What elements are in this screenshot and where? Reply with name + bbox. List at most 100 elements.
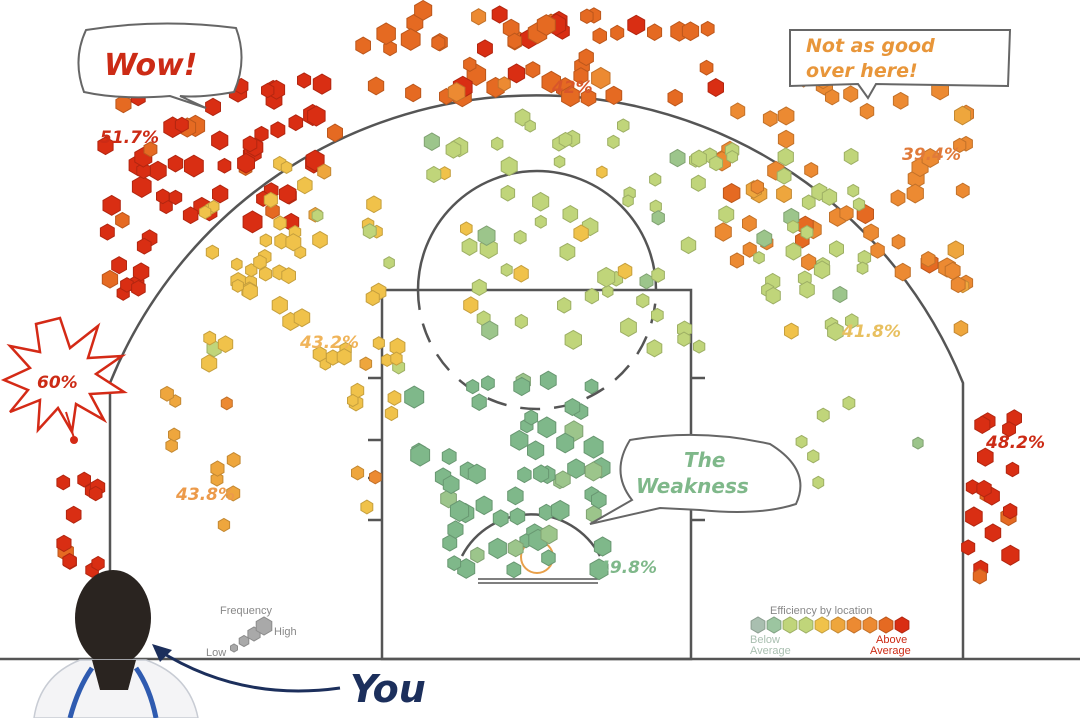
shot-hexagon-restricted-area <box>442 474 460 495</box>
shot-hexagon-left-wing-three <box>237 152 255 174</box>
shot-hexagon-left-baseline-midrange <box>226 452 241 468</box>
shot-hexagon-top-of-key-three <box>592 27 607 45</box>
shot-hexagon-restricted-area <box>467 463 486 485</box>
shot-hexagon-restricted-area <box>583 435 604 459</box>
shot-hexagon-left-baseline-midrange <box>160 385 174 402</box>
shot-hexagon-left-wing-three <box>312 73 332 95</box>
shot-hexagon-right-wing-three <box>843 85 859 103</box>
shot-hexagon-left-wing-three <box>131 175 152 198</box>
shot-hexagon-left-baseline-midrange <box>165 438 178 453</box>
shot-hexagon-right-midrange <box>816 407 830 423</box>
shot-hexagon-right-midrange <box>832 285 848 304</box>
shot-hexagon-left-wing-three <box>174 116 189 133</box>
shot-hexagon-right-midrange <box>795 434 808 449</box>
shot-hexagon-restricted-area <box>539 370 557 391</box>
shot-hexagon-right-wing-three <box>722 183 741 204</box>
shot-hexagon-right-midrange <box>445 140 462 159</box>
shot-hexagon-right-midrange <box>460 221 473 236</box>
shot-hexagon-restricted-area <box>513 376 531 397</box>
shot-hexagon-restricted-area <box>470 546 485 564</box>
shot-hexagon-left-midrange <box>297 176 313 195</box>
shot-hexagon-right-midrange <box>776 167 792 185</box>
shot-hexagon-left-baseline-midrange <box>220 396 233 411</box>
shot-hexagon-right-wing-three <box>890 189 906 207</box>
shot-hexagon-top-of-key-three <box>578 48 594 67</box>
efficiency-legend-title: Efficiency by location <box>770 605 873 617</box>
shot-hexagon-right-midrange <box>669 148 686 168</box>
shot-hexagon-top-of-key-three <box>707 78 724 97</box>
shot-hexagon-right-midrange <box>562 205 579 224</box>
shot-hexagon-right-midrange <box>471 278 487 296</box>
shot-hexagon-right-corner <box>977 447 994 467</box>
shot-hexagon-left-wing-three <box>167 154 184 173</box>
shot-hexagon-top-of-key-three <box>497 76 511 92</box>
efficiency-legend-hexagon <box>766 616 782 634</box>
shot-hexagon-right-midrange <box>596 165 608 179</box>
shot-hexagon-right-midrange <box>765 286 781 305</box>
shot-hexagon-right-midrange <box>829 240 844 258</box>
shot-hexagon-left-baseline-midrange <box>360 499 374 515</box>
shot-hexagon-left-midrange <box>217 335 234 353</box>
shot-hexagon-restricted-area <box>507 539 524 558</box>
shot-hexagon-left-midrange <box>383 256 395 270</box>
shot-hexagon-restricted-area <box>584 378 599 395</box>
shot-hexagon-restricted-area <box>410 443 431 467</box>
shot-hexagon-right-midrange <box>573 224 589 243</box>
efficiency-legend-hexagon <box>798 616 814 634</box>
shot-hexagon-right-midrange <box>558 131 573 148</box>
zone-label-left-corner: 60% <box>37 373 78 393</box>
shot-hexagon-restricted-area <box>449 499 470 522</box>
shot-hexagon-right-wing-three <box>906 183 924 204</box>
shot-hexagon-right-midrange <box>500 263 513 277</box>
shot-hexagon-left-baseline-midrange <box>217 517 231 533</box>
shot-hexagon-restricted-area <box>471 393 487 411</box>
shot-hexagon-top-of-key-three <box>507 63 526 84</box>
shot-hexagon-right-midrange <box>799 280 815 299</box>
shot-hexagon-top-of-key-three <box>610 24 625 41</box>
shot-hexagon-left-midrange <box>390 351 403 366</box>
shot-hexagon-right-wing-three <box>863 223 879 242</box>
frequency-legend-high: High <box>274 626 297 638</box>
shot-hexagon-left-wing-three <box>111 256 127 275</box>
shot-hexagon-right-midrange <box>514 313 528 330</box>
shot-hexagon-top-of-key-three <box>647 23 663 41</box>
shot-hexagon-top-of-key-three <box>561 85 580 108</box>
shot-hexagon-right-midrange <box>677 331 691 347</box>
free-throw-circle-top <box>416 169 658 291</box>
shot-hexagon-right-midrange <box>827 322 844 342</box>
shot-hexagon-top-of-key-three <box>463 56 477 72</box>
shot-hexagon-left-wing-three <box>307 105 326 127</box>
shot-hexagon-left-wing-three <box>168 189 183 206</box>
shot-hexagon-right-midrange <box>534 214 547 229</box>
shot-hexagon-right-midrange <box>718 205 735 224</box>
shot-hexagon-left-midrange <box>387 390 402 406</box>
shot-hexagon-restricted-area <box>540 524 558 545</box>
shot-hexagon-left-wing-three <box>131 279 146 297</box>
shot-hexagon-right-midrange <box>845 313 859 329</box>
shot-hexagon-left-midrange <box>362 223 377 240</box>
you-arrow <box>157 648 341 693</box>
player-head <box>75 570 151 666</box>
shot-hexagon-right-midrange <box>787 219 800 234</box>
not-as-good-bubble <box>789 29 1012 100</box>
shot-hexagon-right-midrange <box>784 322 799 340</box>
shot-hexagon-top-of-key-three <box>355 36 371 55</box>
shot-hexagon-restricted-area <box>441 448 457 465</box>
shot-hexagon-top-of-key-three <box>414 0 433 21</box>
shot-hexagon-top-of-key-three <box>580 88 597 107</box>
shot-hexagon-left-corner <box>91 555 105 572</box>
shot-hexagon-right-wing-three <box>742 241 757 258</box>
shot-hexagon-right-wing-three <box>947 240 964 260</box>
efficiency-legend: Efficiency by location Below Average Abo… <box>750 605 911 657</box>
shot-hexagon-left-baseline-midrange <box>226 485 241 502</box>
shot-hexagon-right-midrange <box>800 225 814 240</box>
shot-hexagon-right-corner <box>1001 544 1020 566</box>
shot-hexagon-left-wing-three <box>120 277 134 293</box>
efficiency-legend-below-2: Average <box>750 645 791 657</box>
shot-hexagon-right-midrange <box>426 165 442 184</box>
zone-label-left-midrange: 43.2% <box>299 333 359 353</box>
shot-hexagon-right-wing-three <box>921 148 939 168</box>
shot-hexagon-right-wing-three <box>776 184 792 204</box>
shot-hexagon-right-midrange <box>693 339 706 354</box>
shot-hexagon-left-midrange <box>312 346 327 363</box>
